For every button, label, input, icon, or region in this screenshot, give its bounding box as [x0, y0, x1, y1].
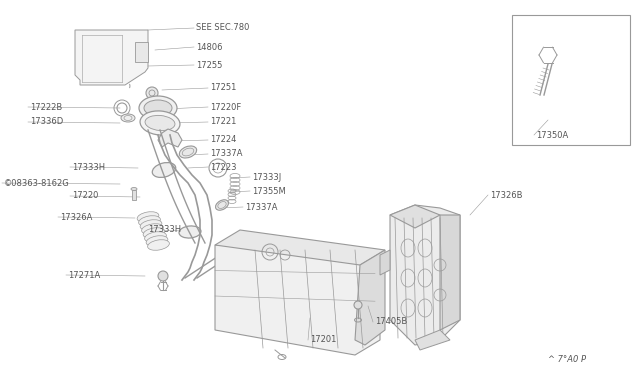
Text: ^ 7°A0 P: ^ 7°A0 P	[548, 356, 586, 365]
Circle shape	[146, 87, 158, 99]
Ellipse shape	[131, 187, 137, 190]
Text: 17355M: 17355M	[252, 186, 285, 196]
Text: 17271A: 17271A	[68, 270, 100, 279]
Ellipse shape	[152, 163, 176, 177]
Polygon shape	[390, 205, 440, 228]
Polygon shape	[132, 190, 136, 200]
Ellipse shape	[121, 114, 135, 122]
Polygon shape	[440, 215, 460, 330]
Ellipse shape	[145, 232, 166, 242]
Circle shape	[158, 271, 168, 281]
Text: 17333H: 17333H	[72, 163, 105, 171]
Text: 17337A: 17337A	[245, 202, 278, 212]
Text: 17336D: 17336D	[30, 118, 63, 126]
Ellipse shape	[216, 200, 228, 210]
Text: 17251: 17251	[210, 83, 236, 93]
Text: 17220F: 17220F	[210, 103, 241, 112]
Text: 17223: 17223	[210, 163, 237, 171]
Text: 17350A: 17350A	[536, 131, 568, 140]
Polygon shape	[390, 205, 460, 345]
Ellipse shape	[141, 224, 163, 234]
Text: SEE SEC.780: SEE SEC.780	[196, 23, 250, 32]
Polygon shape	[415, 330, 450, 350]
Polygon shape	[215, 245, 380, 355]
Polygon shape	[380, 250, 390, 275]
Text: 17221: 17221	[210, 118, 236, 126]
Text: 17222B: 17222B	[30, 103, 62, 112]
Ellipse shape	[145, 115, 175, 131]
Ellipse shape	[137, 212, 159, 222]
Ellipse shape	[146, 236, 168, 246]
Text: ©08363-8162G: ©08363-8162G	[4, 179, 70, 187]
Text: 17326A: 17326A	[60, 212, 92, 221]
Text: 14806: 14806	[196, 42, 223, 51]
Ellipse shape	[140, 220, 162, 230]
Ellipse shape	[148, 240, 170, 250]
Text: 17333J: 17333J	[252, 173, 281, 182]
Polygon shape	[158, 129, 182, 147]
Ellipse shape	[143, 228, 165, 238]
Polygon shape	[135, 42, 148, 62]
Polygon shape	[75, 30, 148, 85]
Ellipse shape	[144, 100, 172, 116]
Circle shape	[354, 301, 362, 309]
Ellipse shape	[140, 111, 180, 135]
Ellipse shape	[179, 226, 201, 238]
Ellipse shape	[179, 146, 196, 158]
Text: 17220: 17220	[72, 192, 99, 201]
Polygon shape	[215, 230, 385, 265]
Polygon shape	[355, 250, 385, 345]
Text: 17405B: 17405B	[375, 317, 407, 327]
Text: 17326B: 17326B	[490, 190, 522, 199]
Bar	[512, 15, 630, 145]
Text: 17255: 17255	[196, 61, 222, 70]
Text: 17337A: 17337A	[210, 150, 243, 158]
Text: 17333H: 17333H	[148, 225, 181, 234]
Text: 17224: 17224	[210, 135, 236, 144]
Ellipse shape	[139, 96, 177, 120]
Ellipse shape	[139, 216, 161, 226]
Text: 17201: 17201	[310, 336, 337, 344]
